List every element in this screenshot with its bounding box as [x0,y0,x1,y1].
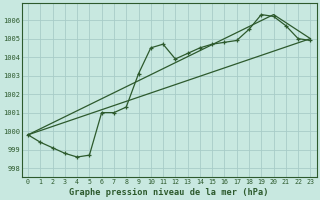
X-axis label: Graphe pression niveau de la mer (hPa): Graphe pression niveau de la mer (hPa) [69,188,269,197]
